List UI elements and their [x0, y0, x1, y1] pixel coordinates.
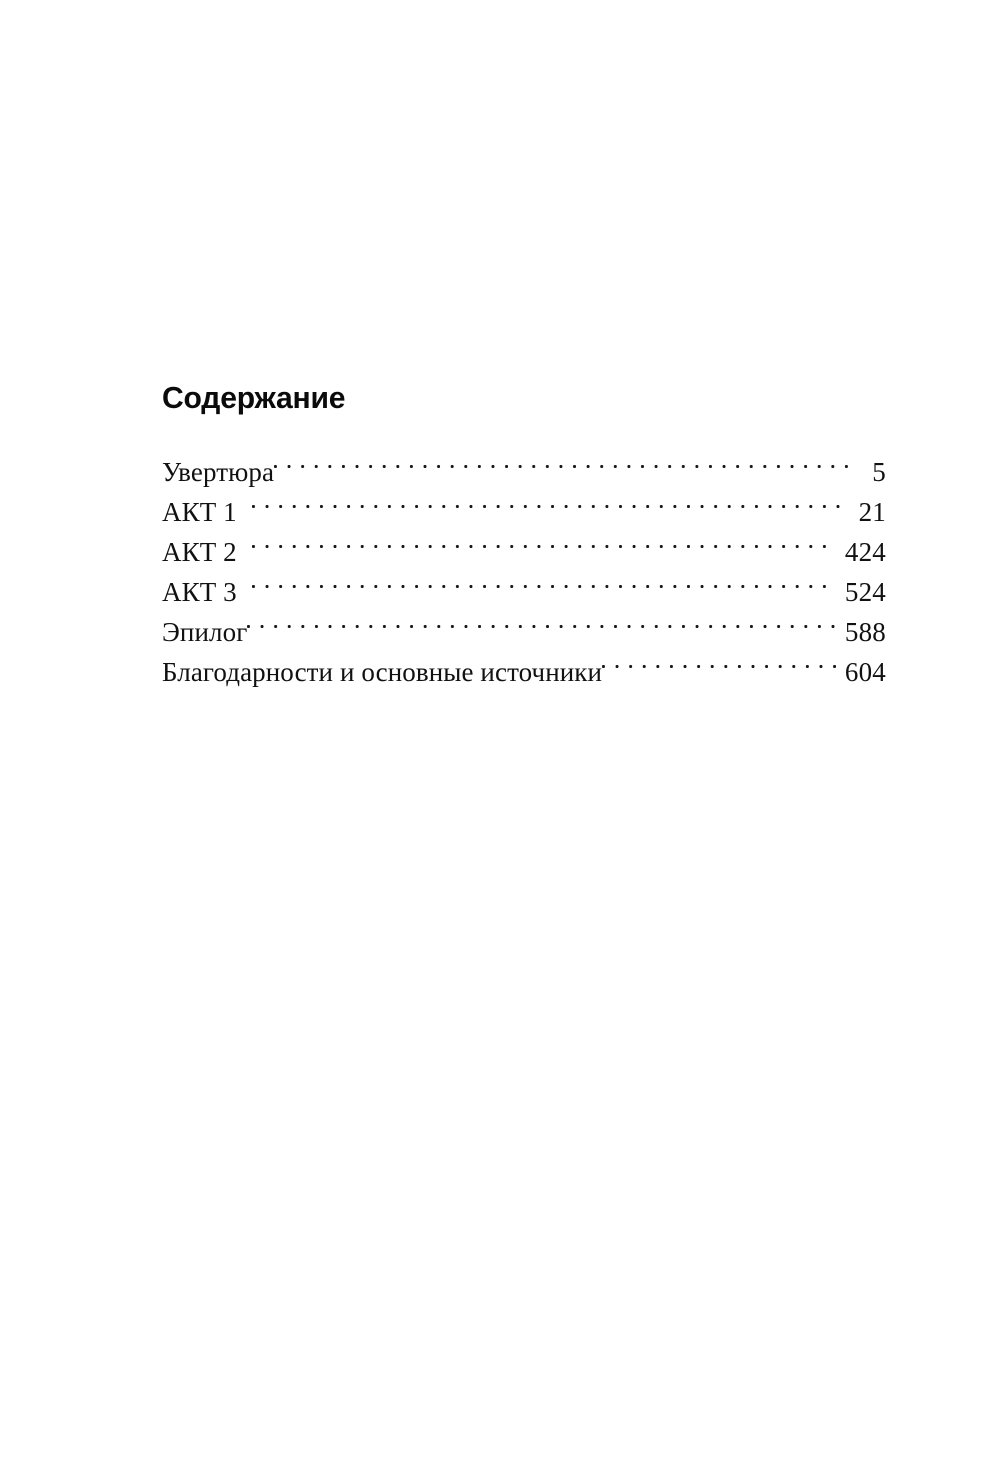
toc-entry[interactable]: АКТ 2 424: [162, 521, 886, 567]
dot-leader: [251, 481, 850, 521]
toc-entry[interactable]: АКТ 1 21: [162, 481, 886, 527]
toc-entry-label: Увертюра: [162, 457, 275, 487]
toc-entry-label: Благодарности и основные источники: [162, 657, 603, 687]
toc-entry-page-number: 524: [844, 577, 886, 607]
toc-entry-label: АКТ 3: [162, 577, 237, 607]
dot-leader: [251, 521, 836, 561]
toc-entry-page-number: 604: [844, 657, 886, 687]
toc-entry-page-number: 424: [844, 537, 886, 567]
table-of-contents: Содержание Увертюра 5 АКТ 1 21 АКТ 2 424…: [162, 380, 886, 687]
toc-entry[interactable]: Благодарности и основные источники 604: [162, 641, 886, 687]
toc-entry[interactable]: Увертюра 5: [162, 441, 886, 487]
toc-entry-label: Эпилог: [162, 617, 248, 647]
page-title: Содержание: [162, 380, 346, 415]
toc-entry[interactable]: Эпилог 588: [162, 601, 886, 647]
toc-list: Увертюра 5 АКТ 1 21 АКТ 2 424 АКТ 3 524: [162, 441, 886, 687]
toc-entry-page-number: 5: [872, 457, 886, 487]
toc-entry-label: АКТ 1: [162, 497, 237, 527]
toc-entry-page-number: 21: [858, 497, 886, 527]
toc-entry[interactable]: АКТ 3 524: [162, 561, 886, 607]
toc-entry-page-number: 588: [844, 617, 886, 647]
toc-entry-label: АКТ 2: [162, 537, 237, 567]
dot-leader: [274, 441, 851, 481]
dot-leader: [251, 561, 836, 601]
dot-leader: [602, 641, 836, 681]
dot-leader: [247, 601, 836, 641]
